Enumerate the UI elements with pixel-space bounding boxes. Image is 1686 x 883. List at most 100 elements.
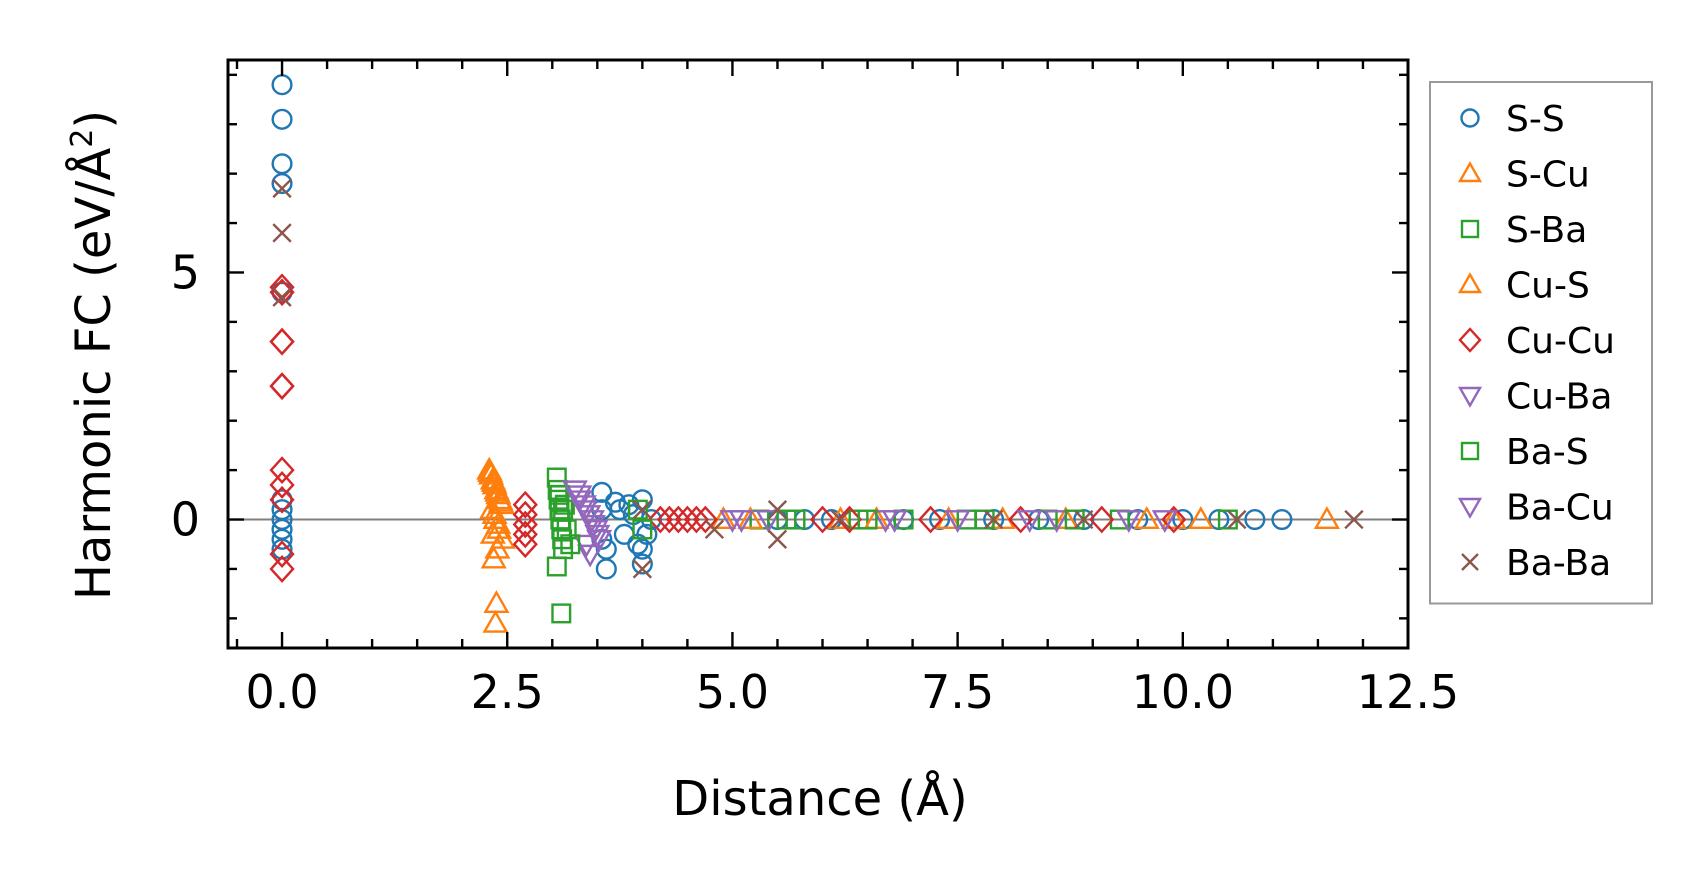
y-tick-label: 5 (171, 245, 200, 299)
data-point (269, 327, 295, 356)
data-point (486, 515, 513, 539)
data-point (546, 556, 567, 577)
legend-item: Ba-Cu (1457, 488, 1614, 529)
legend-marker (1457, 386, 1483, 408)
data-point (481, 501, 508, 525)
data-point (1187, 506, 1214, 529)
data-point (1271, 508, 1293, 531)
data-point (556, 519, 577, 540)
data-point (271, 281, 293, 303)
legend-item: Cu-Cu (1458, 321, 1615, 362)
legend-label: S-Cu (1506, 155, 1590, 196)
data-point (830, 509, 851, 530)
series-ba-cu (561, 480, 1178, 553)
data-point (1016, 510, 1043, 533)
data-point (272, 223, 292, 243)
legend-label: Ba-Ba (1506, 543, 1611, 584)
y-axis-title-superscript: 2 (65, 129, 100, 148)
data-point (719, 510, 746, 533)
x-tick-label: 0.0 (245, 665, 318, 719)
data-point (1074, 509, 1094, 530)
data-point (917, 505, 944, 534)
data-point (269, 273, 295, 302)
data-point (631, 538, 653, 560)
data-point (1244, 508, 1266, 531)
legend-label: Ba-S (1506, 432, 1589, 473)
legend-marker (1457, 161, 1483, 183)
data-point (595, 558, 617, 580)
data-point (271, 172, 293, 195)
data-point (1115, 510, 1142, 533)
data-point (776, 509, 797, 530)
data-point (484, 478, 511, 502)
data-point (480, 545, 507, 569)
data-point (1133, 506, 1160, 529)
data-point (591, 481, 613, 503)
data-point (512, 490, 538, 519)
data-point (632, 499, 652, 520)
data-point (1043, 510, 1070, 533)
data-point (737, 506, 764, 529)
series-ba-s (549, 484, 1085, 555)
data-point (1151, 510, 1178, 533)
y-tick-label: 0 (171, 493, 200, 547)
x-tick-label: 10.0 (1132, 665, 1234, 719)
data-point (577, 544, 604, 568)
legend-label: S-Ba (1506, 210, 1587, 251)
data-point (480, 469, 507, 492)
data-point (560, 534, 581, 555)
data-point (636, 523, 658, 545)
series-ba-ba (272, 178, 1364, 579)
data-point (935, 506, 962, 529)
legend-item: S-Cu (1457, 155, 1590, 196)
data-point (512, 510, 538, 539)
data-point (836, 505, 863, 534)
y-axis-title-main: Harmonic FC (eV/Å (65, 148, 122, 601)
data-point (632, 519, 653, 540)
data-point (269, 456, 295, 485)
legend-label: Cu-Ba (1506, 377, 1612, 418)
data-point (944, 510, 971, 533)
legend-marker (1460, 219, 1480, 239)
legend-label: Cu-S (1506, 266, 1590, 307)
data-point (269, 372, 295, 401)
legend-item: Ba-S (1460, 432, 1589, 473)
data-point (271, 528, 293, 550)
data-point (269, 471, 295, 499)
data-point (665, 505, 692, 534)
data-point (1344, 509, 1364, 530)
y-axis-title-end: ) (66, 110, 122, 129)
data-point (586, 529, 613, 553)
data-point (827, 506, 854, 529)
data-point (551, 603, 572, 624)
data-point (512, 530, 538, 559)
x-axis-title: Distance (Å) (672, 770, 967, 827)
legend-marker (1461, 553, 1479, 571)
series-cu-cu (269, 273, 1187, 583)
legend-marker (1460, 441, 1480, 461)
data-point (512, 520, 538, 549)
data-point (767, 529, 788, 549)
x-tick-label: 2.5 (471, 665, 544, 719)
legend-marker (1458, 327, 1482, 353)
data-point (477, 459, 504, 483)
data-point (674, 505, 701, 534)
data-point (1161, 505, 1187, 534)
data-point (271, 108, 293, 130)
data-point (647, 505, 673, 534)
series-cu-s (477, 459, 1187, 633)
data-point (857, 509, 878, 530)
y-axis-title: Harmonic FC (eV/Å2) (65, 110, 122, 600)
data-point (487, 488, 514, 512)
data-point (553, 499, 574, 520)
data-point (484, 535, 511, 559)
data-point (1089, 505, 1115, 534)
plot-frame (226, 58, 1410, 650)
legend-marker (1460, 108, 1480, 128)
data-point (632, 559, 652, 579)
x-tick-label: 5.0 (696, 665, 769, 719)
data-point (269, 540, 295, 569)
legend-item: S-S (1460, 99, 1565, 140)
